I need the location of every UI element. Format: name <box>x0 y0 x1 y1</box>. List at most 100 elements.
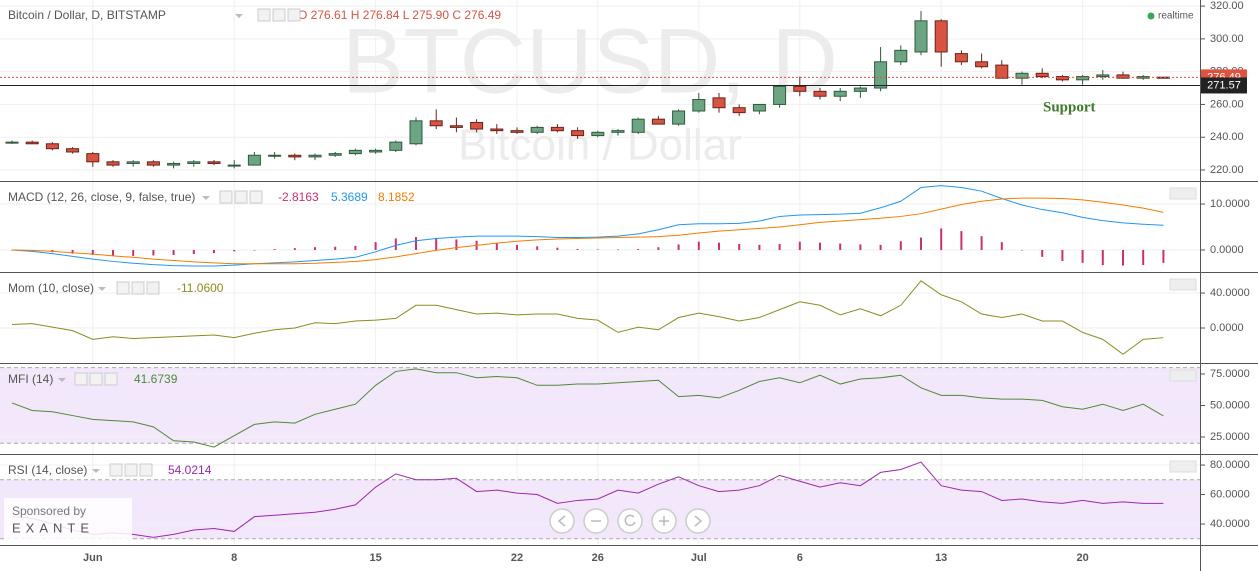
indicator-readout: 5.3689 <box>331 190 368 204</box>
histogram-bar <box>819 242 821 250</box>
candle-body <box>146 161 160 166</box>
y-tick-label: 0.0000 <box>1210 244 1244 256</box>
histogram-bar <box>152 249 155 256</box>
histogram-bar <box>738 243 741 250</box>
histogram-bar <box>556 247 559 250</box>
candle-body <box>611 130 625 133</box>
settings-icon <box>124 463 138 477</box>
histogram-bar <box>455 239 458 250</box>
indicator-line <box>11 197 1164 265</box>
histogram-bar <box>536 246 539 250</box>
candle-body <box>631 118 645 133</box>
settings-icon <box>249 190 263 204</box>
candle-body <box>247 154 261 166</box>
indicator-readout: 8.1852 <box>378 190 415 204</box>
candle-body <box>167 162 181 166</box>
candle-body <box>106 161 120 166</box>
candle-body <box>490 128 504 132</box>
y-tick-label: 0.0000 <box>1210 322 1244 334</box>
button-icons <box>557 515 703 527</box>
histogram-bar <box>899 241 902 250</box>
reset-icon <box>624 514 636 527</box>
y-tick-label: 320.00 <box>1210 0 1244 12</box>
sponsor-brand[interactable]: EXANTE <box>12 520 94 535</box>
support-tag <box>1201 77 1247 94</box>
settings-icon <box>139 463 153 477</box>
histogram-bar <box>859 244 862 250</box>
histogram-bar <box>677 244 680 250</box>
candle-body <box>934 20 948 53</box>
watermark: BTCUSD, D <box>342 10 838 112</box>
candle-body <box>853 87 867 92</box>
candle-body <box>1015 72 1029 79</box>
histogram-bar <box>314 247 316 250</box>
candle-body <box>894 49 908 63</box>
scroll-left-button[interactable] <box>549 508 575 534</box>
reset-button[interactable] <box>617 508 643 534</box>
y-tick-label: 60.0000 <box>1210 488 1250 500</box>
indicator-line <box>11 185 1164 267</box>
dropdown-arrow <box>58 378 66 382</box>
dropdown-arrow <box>235 14 243 18</box>
y-tick-label: 80.0000 <box>1210 459 1250 471</box>
histogram-bar <box>980 236 983 250</box>
settings-icon <box>146 281 160 295</box>
histogram-bar <box>1000 242 1003 250</box>
histogram-bar <box>516 244 518 250</box>
candle-body <box>288 154 302 158</box>
candle-body <box>692 99 706 112</box>
panel-controls <box>1169 278 1197 291</box>
histogram-bar <box>596 249 599 250</box>
realtime-dot <box>1147 12 1155 20</box>
candle-body <box>793 85 807 92</box>
x-tick-label: 26 <box>592 552 604 564</box>
histogram-bar <box>334 246 337 250</box>
histogram-bar <box>920 237 922 250</box>
histogram-bar <box>1061 249 1064 261</box>
indicator-readout: 41.6739 <box>134 372 178 386</box>
histogram-bar <box>1101 249 1104 266</box>
x-tick-label: 20 <box>1076 552 1088 564</box>
x-tick-label: 15 <box>369 552 381 564</box>
scroll-right-button[interactable] <box>685 508 711 534</box>
indicator-line <box>11 368 1164 448</box>
sponsor-box[interactable]: Sponsored by EXANTE <box>4 498 132 544</box>
histogram-bar <box>435 238 438 250</box>
candle-body <box>1156 76 1170 79</box>
histogram-bar <box>1142 249 1145 266</box>
candle-body <box>348 149 362 155</box>
x-tick-label: 6 <box>797 552 803 564</box>
histogram-bar <box>758 244 761 250</box>
histogram-bar <box>1041 249 1044 257</box>
histogram-bar <box>91 249 94 256</box>
candle-body <box>571 130 585 137</box>
histogram-bar <box>172 249 175 256</box>
panel-title: RSI (14, close) <box>8 463 87 477</box>
candle-body <box>227 164 241 167</box>
candle-body <box>591 131 605 137</box>
histogram-bar <box>617 249 619 250</box>
dropdown-arrow <box>202 196 210 200</box>
histogram-bar <box>394 238 397 250</box>
y-tick-label: 75.0000 <box>1210 368 1250 380</box>
histogram-bar <box>839 243 842 250</box>
realtime-status: realtime <box>1158 11 1194 22</box>
histogram-bar <box>112 249 114 256</box>
histogram-bar <box>71 249 74 254</box>
y-tick-label: 40.0000 <box>1210 518 1250 530</box>
settings-icon <box>219 190 233 204</box>
candle-body <box>1055 76 1069 81</box>
navigation-buttons <box>549 508 711 534</box>
candle-body <box>1136 76 1150 79</box>
ohlc-readout: O 276.61 H 276.84 L 275.90 C 276.49 <box>298 8 501 22</box>
candle-body <box>268 154 282 157</box>
histogram-bar <box>374 242 377 250</box>
candle-body <box>651 118 665 125</box>
candle-body <box>1116 74 1130 79</box>
candle-body <box>975 61 989 68</box>
support-value-label: 271.57 <box>1207 79 1241 91</box>
candle-body <box>86 153 100 163</box>
candle-body <box>429 120 443 127</box>
